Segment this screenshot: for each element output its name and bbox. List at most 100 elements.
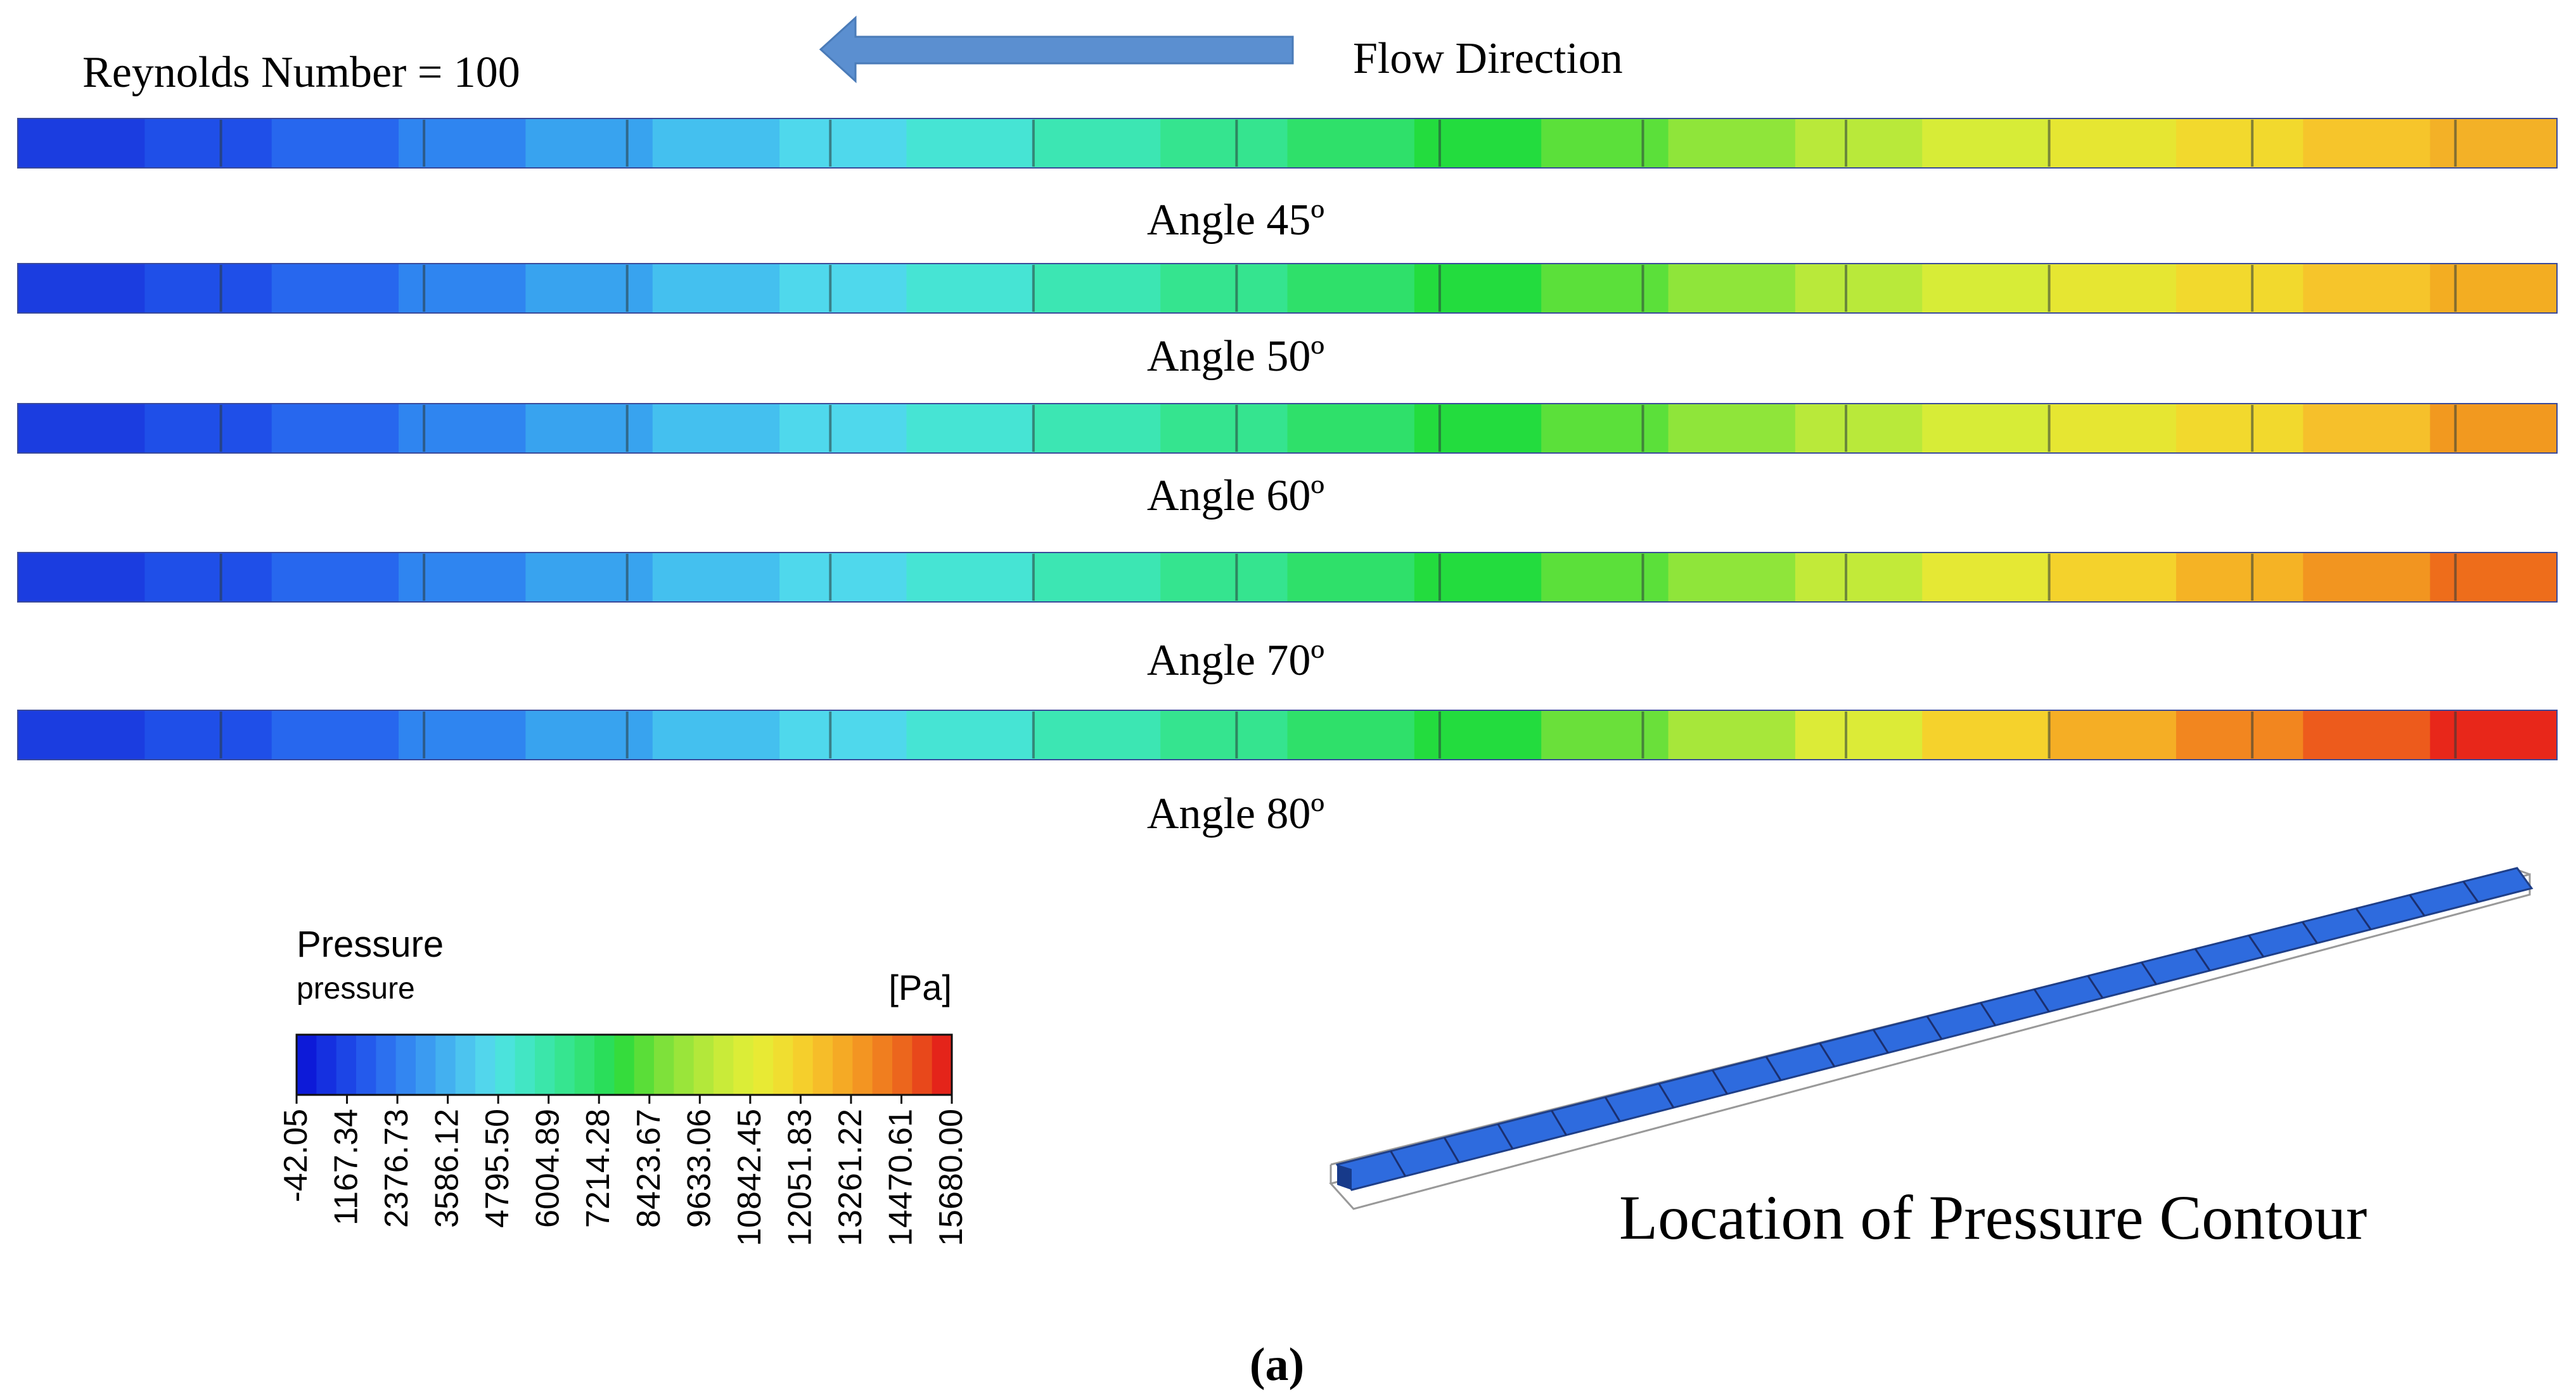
contour-segment bbox=[906, 553, 1034, 602]
contour-segment bbox=[525, 404, 653, 453]
contour-segment bbox=[1414, 710, 1542, 760]
contour-segment bbox=[1287, 118, 1415, 168]
contour-strip-angle-4: Angle 70º bbox=[17, 552, 2558, 685]
contour-segment bbox=[1668, 710, 1796, 760]
legend-color-band bbox=[515, 1035, 535, 1095]
legend-color-band bbox=[594, 1035, 615, 1095]
contour-segment bbox=[1795, 553, 1923, 602]
contour-segment bbox=[906, 710, 1034, 760]
contour-segment bbox=[1541, 404, 1669, 453]
contour-segment bbox=[1668, 118, 1796, 168]
contour-segment bbox=[1033, 264, 1162, 313]
block-segment-line bbox=[2463, 881, 2479, 903]
legend-tick-label: 6004.89 bbox=[530, 1109, 567, 1228]
legend-tick-label: 4795.50 bbox=[479, 1109, 516, 1228]
contour-segment bbox=[1160, 264, 1288, 313]
contour-strip-angle-3: Angle 60º bbox=[17, 403, 2558, 520]
block-segment-line bbox=[2087, 975, 2104, 999]
legend-color-band bbox=[793, 1035, 814, 1095]
contour-segment bbox=[1668, 404, 1796, 453]
contour-segment bbox=[2049, 553, 2177, 602]
block-segment-line bbox=[1712, 1070, 1728, 1095]
contour-strip-angle-2: Angle 50º bbox=[17, 263, 2558, 381]
legend-color-band bbox=[872, 1035, 893, 1095]
location-label: Location of Pressure Contour bbox=[1619, 1182, 2367, 1253]
contour-strip-border bbox=[17, 263, 2558, 314]
contour-segment bbox=[144, 118, 272, 168]
legend-tick-label: 12051.83 bbox=[781, 1109, 818, 1246]
contour-segment bbox=[906, 404, 1034, 453]
contour-segment bbox=[779, 118, 907, 168]
contour-segment bbox=[2049, 118, 2177, 168]
legend-color-band bbox=[316, 1035, 337, 1095]
legend-unit: [Pa] bbox=[888, 968, 952, 1007]
contour-segment bbox=[271, 710, 400, 760]
contour-segment bbox=[1795, 710, 1923, 760]
legend-subtitle: pressure bbox=[297, 972, 415, 1006]
block-segment-line bbox=[1551, 1110, 1567, 1136]
legend-color-band bbox=[852, 1035, 873, 1095]
legend-title: Pressure bbox=[297, 924, 444, 965]
contour-segment bbox=[2176, 118, 2304, 168]
legend-color-bar bbox=[295, 1033, 953, 1096]
block-segment-line bbox=[2034, 988, 2050, 1013]
legend-color-band bbox=[395, 1035, 416, 1095]
legend-color-band bbox=[812, 1035, 833, 1095]
contour-segment bbox=[1541, 710, 1669, 760]
contour-segment bbox=[1287, 404, 1415, 453]
legend-color-band bbox=[475, 1035, 496, 1095]
contour-segment bbox=[1160, 118, 1288, 168]
block-segment-line bbox=[1980, 1002, 1996, 1026]
contour-segment bbox=[2430, 553, 2558, 602]
contour-segment bbox=[779, 710, 907, 760]
contour-segment bbox=[2049, 404, 2177, 453]
legend-color-band bbox=[416, 1035, 437, 1095]
legend-color-band bbox=[833, 1035, 854, 1095]
legend-color-band bbox=[674, 1035, 695, 1095]
contour-segment bbox=[1160, 710, 1288, 760]
contour-segment bbox=[779, 264, 907, 313]
angle-label: Angle 80º bbox=[1147, 789, 1324, 838]
contour-segment bbox=[271, 404, 400, 453]
reynolds-number-label: Reynolds Number = 100 bbox=[82, 48, 520, 97]
contour-segment bbox=[18, 710, 146, 760]
block-segment-line bbox=[2141, 962, 2157, 985]
contour-segment bbox=[1795, 264, 1923, 313]
contour-segment bbox=[652, 118, 781, 168]
contour-segment bbox=[2049, 264, 2177, 313]
contour-segment bbox=[399, 264, 527, 313]
legend-tick-label: 1167.34 bbox=[328, 1109, 365, 1225]
legend-color-band bbox=[614, 1035, 635, 1095]
contour-segment bbox=[2430, 404, 2558, 453]
contour-segment bbox=[1033, 404, 1162, 453]
contour-segment bbox=[1541, 264, 1669, 313]
legend-bar-border bbox=[295, 1033, 953, 1096]
contour-segment bbox=[906, 118, 1034, 168]
contour-segment bbox=[1160, 404, 1288, 453]
contour-segment bbox=[1287, 553, 1415, 602]
legend-color-band bbox=[912, 1035, 933, 1095]
contour-segment bbox=[399, 118, 527, 168]
contour-segment bbox=[1795, 404, 1923, 453]
flow-direction-arrow-icon bbox=[819, 15, 1294, 84]
angle-label: Angle 45º bbox=[1147, 196, 1324, 245]
contour-segment bbox=[906, 264, 1034, 313]
contour-segment bbox=[525, 710, 653, 760]
contour-segment bbox=[399, 553, 527, 602]
pressure-legend: Pressure pressure [Pa] -42.05 1167.34 2376… bbox=[278, 924, 970, 1246]
angle-label: Angle 70º bbox=[1147, 636, 1324, 685]
contour-segment bbox=[1033, 710, 1162, 760]
location-3d-view: Location of Pressure Contour bbox=[1329, 867, 2534, 1253]
contour-segment bbox=[1795, 118, 1923, 168]
legend-color-band bbox=[714, 1035, 734, 1095]
angle-label: Angle 50º bbox=[1147, 332, 1324, 381]
legend-tick-label: 3586.12 bbox=[429, 1109, 466, 1228]
legend-color-band bbox=[455, 1035, 476, 1095]
contour-strip-border bbox=[17, 403, 2558, 454]
contour-segment bbox=[1922, 118, 2050, 168]
contour-segment bbox=[525, 553, 653, 602]
block-segment-line bbox=[2194, 948, 2211, 971]
contour-segment bbox=[399, 710, 527, 760]
contour-strip-border bbox=[17, 710, 2558, 760]
legend-color-band bbox=[654, 1035, 675, 1095]
